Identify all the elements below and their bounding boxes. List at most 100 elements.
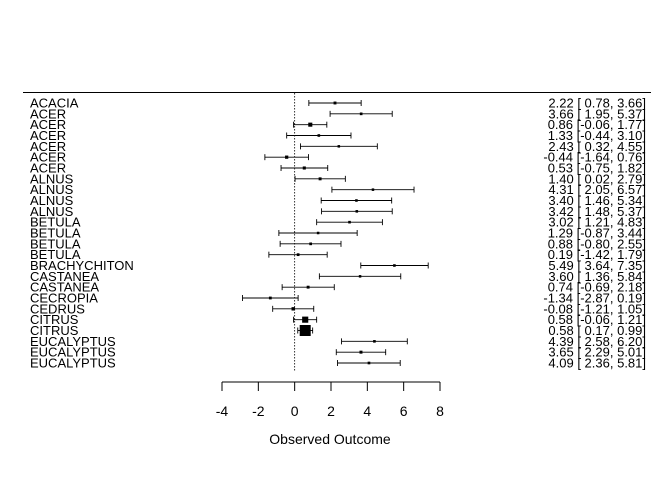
study-label: ACER <box>30 128 66 143</box>
estimate-box <box>373 340 376 343</box>
study-row: BETULA 1.29 [-0.87, 3.44] <box>30 226 646 241</box>
study-row: ACER 0.53 [-0.75, 1.82] <box>30 161 646 176</box>
estimate-box <box>308 122 313 127</box>
study-label: ALNUS <box>30 171 74 186</box>
study-row: ACER -0.44 [-1.64, 0.76] <box>30 150 646 165</box>
study-row: BETULA 3.02 [ 1.21, 4.83] <box>30 215 646 230</box>
estimate-ci-text: 1.29 [-0.87, 3.44] <box>548 226 646 241</box>
x-tick-label: 4 <box>363 403 371 419</box>
study-label: ACER <box>30 106 66 121</box>
study-row: CASTANEA 0.74 [-0.69, 2.18] <box>30 280 646 295</box>
estimate-box <box>348 220 351 224</box>
estimate-ci-text: 2.43 [ 0.32, 4.55] <box>548 139 646 154</box>
study-label: CECROPIA <box>30 291 98 306</box>
estimate-box <box>302 316 309 323</box>
study-label: EUCALYPTUS <box>30 356 116 371</box>
estimate-box <box>306 285 310 289</box>
study-row: ALNUS 1.40 [ 0.02, 2.79] <box>30 171 646 186</box>
study-label: ACER <box>30 117 66 132</box>
estimate-box <box>358 275 362 278</box>
estimate-ci-text: 0.19 [-1.42, 1.79] <box>548 247 646 262</box>
study-label: ALNUS <box>30 204 74 219</box>
study-label: EUCALYPTUS <box>30 334 116 349</box>
estimate-box <box>296 253 300 257</box>
study-row: BETULA 0.19 [-1.42, 1.79] <box>30 247 646 262</box>
study-row: BRACHYCHITON 5.49 [ 3.64, 7.35] <box>30 258 646 273</box>
estimate-box <box>302 166 306 170</box>
study-label: BETULA <box>30 215 81 230</box>
estimate-box <box>355 199 358 202</box>
study-label: CASTANEA <box>30 280 99 295</box>
x-tick-label: 6 <box>400 403 408 419</box>
estimate-box <box>367 361 371 365</box>
estimate-box <box>318 177 322 181</box>
study-row: EUCALYPTUS 4.09 [ 2.36, 5.81] <box>30 356 646 371</box>
study-row: ACER 2.43 [ 0.32, 4.55] <box>30 139 646 154</box>
estimate-ci-text: 4.31 [ 2.05, 6.57] <box>548 182 646 197</box>
estimate-ci-text: 0.58 [-0.06, 1.21] <box>548 312 646 327</box>
estimate-box <box>337 145 341 148</box>
estimate-box <box>317 134 321 137</box>
estimate-ci-text: 1.40 [ 0.02, 2.79] <box>548 171 646 186</box>
study-label: CITRUS <box>30 312 79 327</box>
estimate-ci-text: 0.58 [ 0.17, 0.99] <box>548 323 646 338</box>
study-label: ACER <box>30 161 66 176</box>
estimate-box <box>359 112 363 116</box>
study-label: EUCALYPTUS <box>30 345 116 360</box>
x-axis: -4 -2 0 2 4 6 8 <box>216 381 444 419</box>
estimate-box <box>371 188 375 191</box>
x-tick-label: 2 <box>327 403 335 419</box>
estimate-ci-text: -0.08 [-1.21, 1.05] <box>543 301 646 316</box>
x-tick-label: -2 <box>252 403 265 419</box>
estimate-ci-text: 4.39 [ 2.58, 6.20] <box>548 334 646 349</box>
study-label: CASTANEA <box>30 269 99 284</box>
estimate-ci-text: 3.42 [ 1.48, 5.37] <box>548 204 646 219</box>
estimate-ci-text: 3.65 [ 2.29, 5.01] <box>548 345 646 360</box>
estimate-ci-text: 3.66 [ 1.95, 5.37] <box>548 106 646 121</box>
study-row: ACER 3.66 [ 1.95, 5.37] <box>30 106 646 121</box>
study-label: ACER <box>30 139 66 154</box>
study-row: ACER 1.33 [-0.44, 3.10] <box>30 128 646 143</box>
estimate-box <box>309 242 312 246</box>
estimate-box <box>359 350 363 354</box>
estimate-box <box>268 296 272 300</box>
study-label: BETULA <box>30 236 81 251</box>
study-label: CEDRUS <box>30 301 85 316</box>
estimate-ci-text: 0.53 [-0.75, 1.82] <box>548 161 646 176</box>
study-row: ACER 0.86 [-0.06, 1.77] <box>30 117 646 132</box>
study-row: ALNUS 4.31 [ 2.05, 6.57] <box>30 182 646 197</box>
study-label: BRACHYCHITON <box>30 258 134 273</box>
study-row: CASTANEA 3.60 [ 1.36, 5.84] <box>30 269 646 284</box>
study-label: BETULA <box>30 226 81 241</box>
study-row: BETULA 0.88 [-0.80, 2.55] <box>30 236 646 251</box>
x-tick-label: 8 <box>436 403 444 419</box>
estimate-ci-text: 3.02 [ 1.21, 4.83] <box>548 215 646 230</box>
estimate-ci-text: 2.22 [ 0.78, 3.66] <box>548 96 646 111</box>
estimate-box <box>299 325 311 336</box>
study-row: CECROPIA -1.34 [-2.87, 0.19] <box>30 291 646 306</box>
estimate-ci-text: -0.44 [-1.64, 0.76] <box>543 150 646 165</box>
study-label: BETULA <box>30 247 81 262</box>
study-row: ACACIA 2.22 [ 0.78, 3.66] <box>30 96 646 111</box>
study-label: ALNUS <box>30 193 74 208</box>
study-label: ACER <box>30 150 66 165</box>
estimate-ci-text: 3.40 [ 1.46, 5.34] <box>548 193 646 208</box>
study-label: CITRUS <box>30 323 79 338</box>
study-label: ACACIA <box>30 96 79 111</box>
estimate-ci-text: 0.86 [-0.06, 1.77] <box>548 117 646 132</box>
estimate-ci-text: 1.33 [-0.44, 3.10] <box>548 128 646 143</box>
study-row: CEDRUS -0.08 [-1.21, 1.05] <box>30 301 646 316</box>
estimate-ci-text: 3.60 [ 1.36, 5.84] <box>548 269 646 284</box>
study-row: EUCALYPTUS 3.65 [ 2.29, 5.01] <box>30 345 646 360</box>
estimate-box <box>291 307 295 311</box>
estimate-ci-text: 0.74 [-0.69, 2.18] <box>548 280 646 295</box>
estimate-box <box>355 210 359 213</box>
x-tick-label: 0 <box>291 403 299 419</box>
estimate-box <box>285 155 289 159</box>
x-tick-label: -4 <box>216 403 229 419</box>
study-row: CITRUS 0.58 [ 0.17, 0.99] <box>30 323 646 338</box>
estimate-ci-text: 5.49 [ 3.64, 7.35] <box>548 258 646 273</box>
x-axis-label: Observed Outcome <box>269 431 391 447</box>
estimate-box <box>316 231 320 235</box>
